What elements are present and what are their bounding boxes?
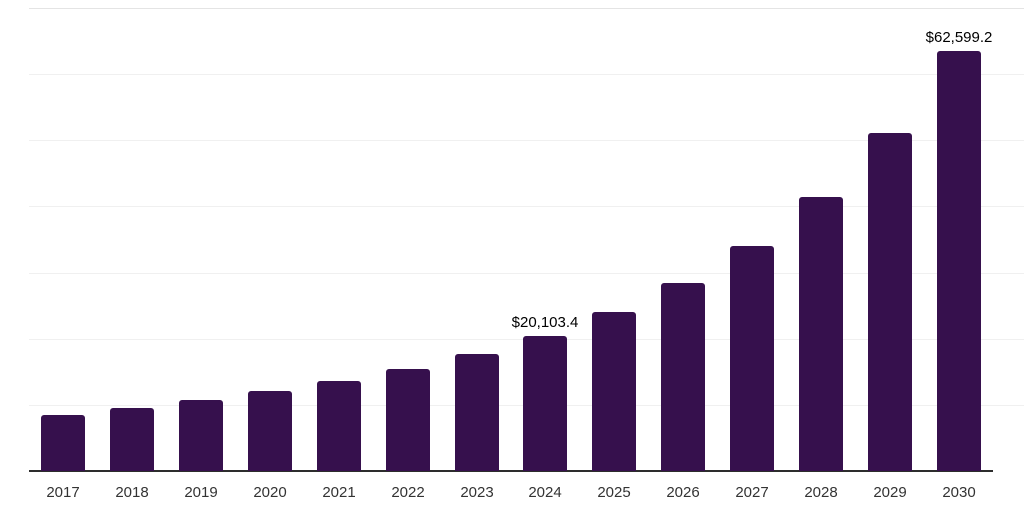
x-tick-2028: 2028 <box>804 484 838 501</box>
bar-2028[interactable] <box>799 197 843 471</box>
x-tick-2024: 2024 <box>528 484 562 501</box>
bar-2022[interactable] <box>386 369 430 471</box>
x-tick-2026: 2026 <box>666 484 700 501</box>
bar-2019[interactable] <box>179 400 223 471</box>
x-tick-2027: 2027 <box>735 484 769 501</box>
bar-2018[interactable] <box>110 408 154 471</box>
x-tick-2029: 2029 <box>873 484 907 501</box>
bar-2027[interactable] <box>730 246 774 471</box>
value-label-2024: $20,103.4 <box>511 314 579 331</box>
bar-2017[interactable] <box>41 415 85 471</box>
x-tick-2019: 2019 <box>184 484 218 501</box>
gridline <box>29 206 1024 207</box>
bar-2029[interactable] <box>868 133 912 471</box>
bar-2023[interactable] <box>455 354 499 471</box>
x-tick-2030: 2030 <box>942 484 976 501</box>
x-tick-2018: 2018 <box>115 484 149 501</box>
x-tick-2021: 2021 <box>322 484 356 501</box>
top-gridline <box>29 8 1024 9</box>
x-tick-2017: 2017 <box>46 484 80 501</box>
gridline <box>29 74 1024 75</box>
x-axis-line <box>29 470 993 472</box>
bar-2024[interactable] <box>523 336 567 471</box>
x-tick-2022: 2022 <box>391 484 425 501</box>
bar-2026[interactable] <box>661 283 705 471</box>
x-tick-2023: 2023 <box>460 484 494 501</box>
bar-2025[interactable] <box>592 312 636 471</box>
gridline <box>29 140 1024 141</box>
bar-2021[interactable] <box>317 381 361 471</box>
gridline <box>29 273 1024 274</box>
x-tick-2025: 2025 <box>597 484 631 501</box>
bar-2030[interactable] <box>937 51 981 471</box>
x-tick-2020: 2020 <box>253 484 287 501</box>
value-label-2030: $62,599.2 <box>925 29 993 46</box>
bar-2020[interactable] <box>248 391 292 471</box>
